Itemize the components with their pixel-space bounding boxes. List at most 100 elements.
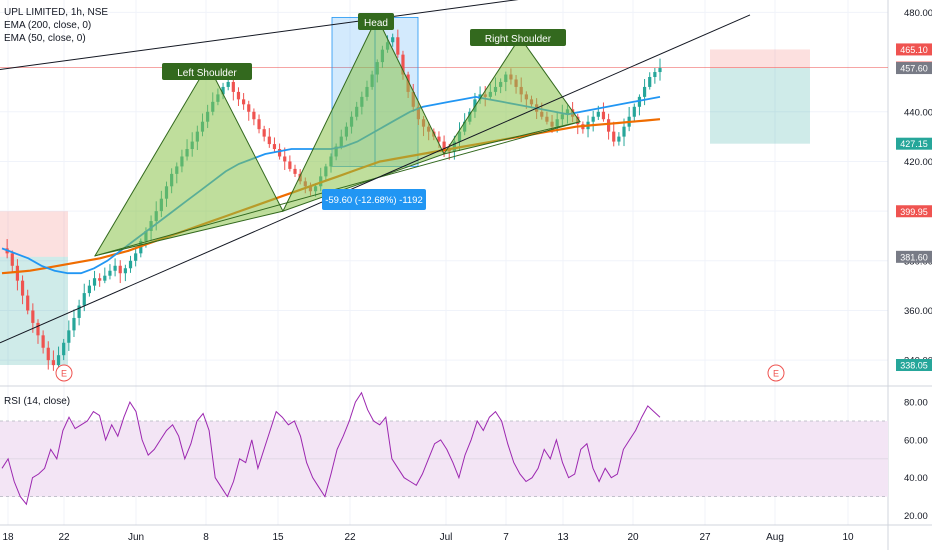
- candle-body: [46, 347, 50, 361]
- candle-body: [67, 330, 71, 343]
- candle-body: [277, 149, 282, 157]
- candle-body: [272, 144, 277, 150]
- upper-trendline: [0, 0, 519, 71]
- lower-trendline: [0, 14, 751, 344]
- measure-label-bg: [322, 189, 426, 210]
- candle-body: [226, 81, 230, 87]
- candle-body: [113, 265, 117, 271]
- candle-body: [591, 116, 595, 122]
- candle-body: [283, 156, 287, 162]
- candle-body: [401, 54, 405, 75]
- price-badge-label: 427.15: [900, 139, 928, 149]
- candle-body: [262, 129, 266, 137]
- candle-body: [637, 96, 642, 107]
- ema200-legend: EMA (200, close, 0): [4, 20, 92, 31]
- x-tick-label: 15: [272, 532, 284, 543]
- neckline: [94, 121, 581, 257]
- candle-body: [87, 285, 91, 294]
- candle-body: [606, 119, 611, 132]
- x-tick-label: 10: [842, 532, 854, 543]
- main-legend: UPL LIMITED, 1h, NSE EMA (200, close, 0)…: [4, 6, 108, 45]
- candle-body: [473, 99, 477, 112]
- price-badge-bg: [896, 43, 932, 56]
- candle-body: [108, 270, 112, 276]
- x-tick-label: Jul: [440, 532, 453, 543]
- candle-body: [123, 268, 127, 274]
- candle-body: [10, 253, 14, 266]
- candle-body: [247, 104, 251, 112]
- rsi-tick-label: 60.00: [904, 435, 928, 446]
- candle-body: [242, 99, 246, 105]
- price-badge-bg: [896, 205, 932, 218]
- candle-body: [396, 37, 400, 55]
- x-tick-label: 22: [344, 532, 356, 543]
- price-tick-label: 480.00: [904, 8, 932, 19]
- x-tick-label: 27: [699, 532, 711, 543]
- measure-label: -59.60 (-12.68%) -1192: [325, 195, 423, 206]
- pattern-label: Left Shoulder: [177, 68, 237, 79]
- long-position-stop-zone: [0, 211, 68, 257]
- candle-body: [601, 111, 606, 120]
- candle-body: [103, 275, 107, 281]
- price-tick-label: 360.00: [904, 306, 932, 317]
- candle-body: [56, 355, 61, 366]
- candle-body: [658, 68, 662, 73]
- candle-body: [26, 295, 30, 311]
- short-position-stop-zone: [710, 49, 810, 69]
- rsi-line: [1, 391, 661, 506]
- candle-body: [41, 335, 45, 348]
- candle-body: [648, 77, 652, 87]
- candle-body: [15, 265, 20, 281]
- pattern-label-bg: [470, 29, 566, 46]
- candle-body: [128, 260, 133, 269]
- price-badge-label: 338.05: [900, 361, 928, 371]
- candle-body: [391, 37, 395, 43]
- candle-body: [31, 310, 35, 323]
- x-tick-label: Aug: [766, 532, 784, 543]
- pattern-shape: [442, 36, 581, 155]
- pattern-label: Head: [364, 18, 388, 29]
- earnings-marker-icon: [55, 364, 73, 382]
- pattern-label-bg: [358, 13, 394, 30]
- rsi-band: [0, 421, 888, 497]
- candle-body: [77, 305, 81, 318]
- candle-body: [51, 360, 56, 366]
- price-badge-label: 381.60: [900, 252, 928, 262]
- x-tick-label: 7: [503, 532, 509, 543]
- candle-body: [20, 280, 25, 296]
- candle-body: [437, 136, 441, 142]
- x-tick-label: 22: [58, 532, 70, 543]
- candle-body: [293, 168, 297, 174]
- ema50-legend: EMA (50, close, 0): [4, 33, 86, 44]
- rsi-title: RSI (14, close): [4, 396, 71, 407]
- price-badge-label: 457.60: [900, 64, 928, 74]
- price-badge-label: 465.10: [900, 45, 928, 55]
- candle-body: [642, 86, 647, 97]
- candle-body: [62, 342, 66, 356]
- price-badge-bg: [896, 137, 932, 150]
- rsi-tick-label: 20.00: [904, 511, 928, 522]
- candle-body: [612, 131, 616, 142]
- rsi-tick-label: 40.00: [904, 473, 928, 484]
- x-tick-label: 8: [203, 532, 209, 543]
- candle-body: [92, 278, 97, 286]
- candle-body: [267, 136, 271, 145]
- candle-body: [36, 322, 40, 336]
- earnings-marker-label: E: [61, 369, 67, 379]
- candle-body: [98, 278, 102, 281]
- x-tick-label: Jun: [128, 532, 144, 543]
- candle-body: [82, 293, 86, 306]
- candle-body: [118, 265, 122, 274]
- x-tick-label: 20: [627, 532, 639, 543]
- candle-body: [617, 136, 621, 142]
- earnings-marker-label: E: [773, 369, 779, 379]
- pattern-label: Right Shoulder: [485, 34, 552, 45]
- candle-body: [442, 141, 446, 150]
- candle-body: [632, 106, 636, 117]
- price-badge-bg: [896, 359, 932, 372]
- candle-body: [134, 253, 138, 261]
- earnings-marker-icon: [767, 364, 785, 382]
- price-badge-bg: [896, 62, 932, 75]
- price-tick-label: 440.00: [904, 107, 932, 118]
